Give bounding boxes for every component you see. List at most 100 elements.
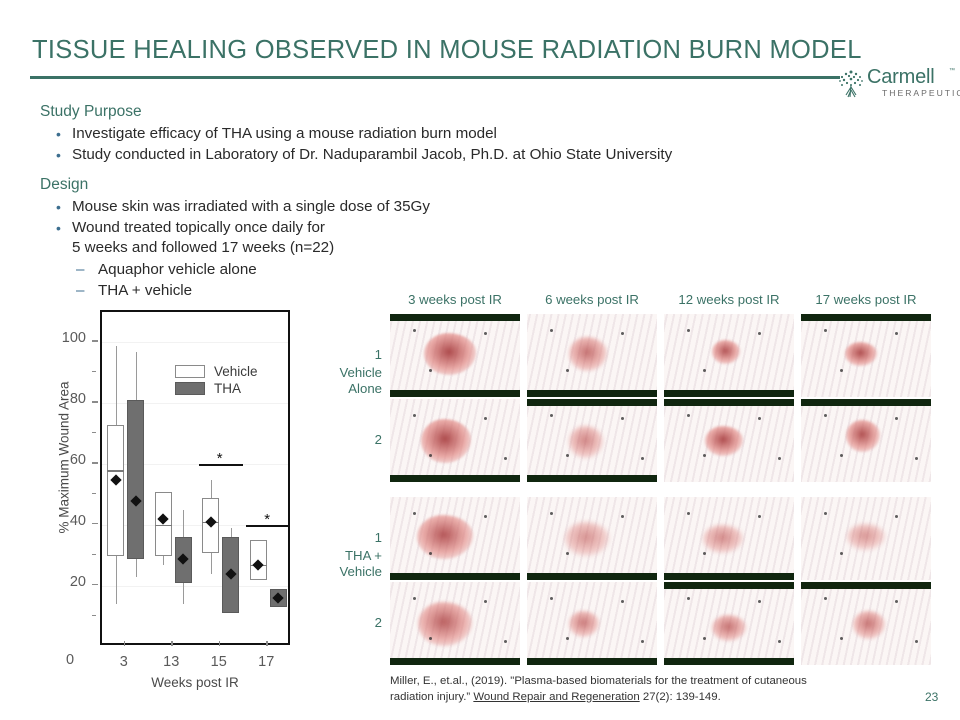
photo-row-number: 1 <box>374 346 382 362</box>
page-number: 23 <box>925 690 939 704</box>
x-tick-label: 3 <box>119 654 128 670</box>
skin-speck <box>504 457 508 461</box>
section-heading-study-purpose: Study Purpose <box>40 103 142 120</box>
bullet-item: Mouse skin was irradiated with a single … <box>50 197 430 218</box>
page-title: TISSUE HEALING OBSERVED IN MOUSE RADIATI… <box>32 36 862 64</box>
skin-speck <box>429 453 432 457</box>
bullet-item: Wound treated topically once daily for <box>50 218 430 239</box>
skin-speck <box>429 551 432 555</box>
legend-swatch-vehicle <box>175 365 205 378</box>
wound-photo <box>527 314 657 397</box>
wound-region <box>712 614 746 641</box>
skin-speck <box>894 600 898 604</box>
wound-region <box>846 420 881 453</box>
skin-speck <box>757 332 761 336</box>
skin-speck <box>413 328 417 332</box>
skin-speck <box>483 600 487 604</box>
skin-speck <box>413 511 417 515</box>
skin-speck <box>550 328 554 332</box>
wound-region <box>568 426 603 459</box>
skin-speck <box>483 417 487 421</box>
photo-group-label-line: Alone <box>348 381 382 396</box>
photo-group-label: Vehicle Alone <box>310 365 382 397</box>
skin-speck <box>915 640 919 644</box>
photo-column-header: 3 weeks post IR <box>408 292 502 307</box>
skin-speck <box>824 328 828 332</box>
skin-speck <box>566 368 569 372</box>
skin-speck <box>620 515 624 519</box>
x-tick-label: 13 <box>163 654 180 670</box>
skin-speck <box>703 551 706 555</box>
wound-region <box>712 340 741 365</box>
skin-speck <box>687 511 691 515</box>
skin-speck <box>757 417 761 421</box>
title-divider <box>30 76 840 79</box>
bullet-item: Study conducted in Laboratory of Dr. Nad… <box>50 145 672 166</box>
skin-speck <box>703 368 706 372</box>
photo-dark-edge <box>664 399 794 406</box>
skin-speck <box>429 368 432 372</box>
chart-plot-area: * * <box>100 310 291 645</box>
skin-speck <box>687 413 691 417</box>
skin-speck <box>620 332 624 336</box>
wound-region <box>704 425 743 456</box>
bullet-item: Investigate efficacy of THA using a mous… <box>50 124 672 145</box>
chart-zero-label: 0 <box>66 652 75 668</box>
significance-star: * <box>216 450 223 468</box>
skin-speck <box>757 600 761 604</box>
carmell-tree-icon <box>839 70 863 98</box>
y-tick-mark <box>92 523 98 525</box>
sub-bullet-item: Aquaphor vehicle alone <box>50 259 430 280</box>
chart-x-axis-label: Weeks post IR <box>151 675 239 690</box>
y-tick-label: 100 <box>61 330 86 347</box>
legend-label: Vehicle <box>214 364 258 379</box>
x-tick-mark <box>123 641 126 646</box>
y-tick-label: 60 <box>69 452 86 469</box>
wound-region <box>569 336 608 371</box>
photo-dark-edge <box>390 573 520 580</box>
skin-speck <box>641 640 645 644</box>
wound-photo <box>390 497 520 580</box>
skin-speck <box>566 551 569 555</box>
logo-wordmark: Carmell <box>867 66 935 88</box>
y-minor-tick-mark <box>92 492 96 495</box>
skin-speck <box>778 640 782 644</box>
photo-group-label-line: Vehicle <box>339 564 382 579</box>
logo-subtitle: THERAPEUTICS <box>882 88 960 98</box>
y-tick-label: 40 <box>69 513 86 530</box>
y-minor-tick-mark <box>92 370 96 373</box>
photo-column-header: 6 weeks post IR <box>545 292 639 307</box>
legend-swatch-tha <box>175 382 205 395</box>
skin-speck <box>778 457 782 461</box>
skin-speck <box>840 636 843 640</box>
skin-speck <box>550 413 554 417</box>
wound-photo <box>801 582 931 665</box>
skin-speck <box>894 417 898 421</box>
wound-photo <box>664 399 794 482</box>
skin-speck <box>566 453 569 457</box>
photo-dark-edge <box>390 475 520 482</box>
wound-photo <box>801 314 931 397</box>
skin-speck <box>620 600 624 604</box>
boxplot-box-vehicle <box>107 424 125 556</box>
photo-dark-edge <box>527 390 657 397</box>
photo-dark-edge <box>801 582 931 589</box>
x-tick-mark <box>171 641 173 646</box>
x-tick-mark <box>218 641 221 646</box>
photo-group-label: THA + Vehicle <box>310 548 382 580</box>
skin-speck <box>483 332 487 336</box>
skin-speck <box>915 457 919 461</box>
gridline <box>102 586 288 588</box>
photo-column-header: 12 weeks post IR <box>678 292 780 307</box>
boxplot-box-tha <box>127 400 145 559</box>
skin-speck <box>550 596 554 600</box>
wound-photo <box>527 582 657 665</box>
skin-speck <box>429 636 432 640</box>
photo-dark-edge <box>527 573 657 580</box>
legend-label: THA <box>214 381 241 396</box>
chart-legend: Vehicle THA <box>175 363 258 397</box>
photo-dark-edge <box>801 399 931 406</box>
wound-region <box>852 611 885 640</box>
y-minor-tick-mark <box>92 614 96 616</box>
